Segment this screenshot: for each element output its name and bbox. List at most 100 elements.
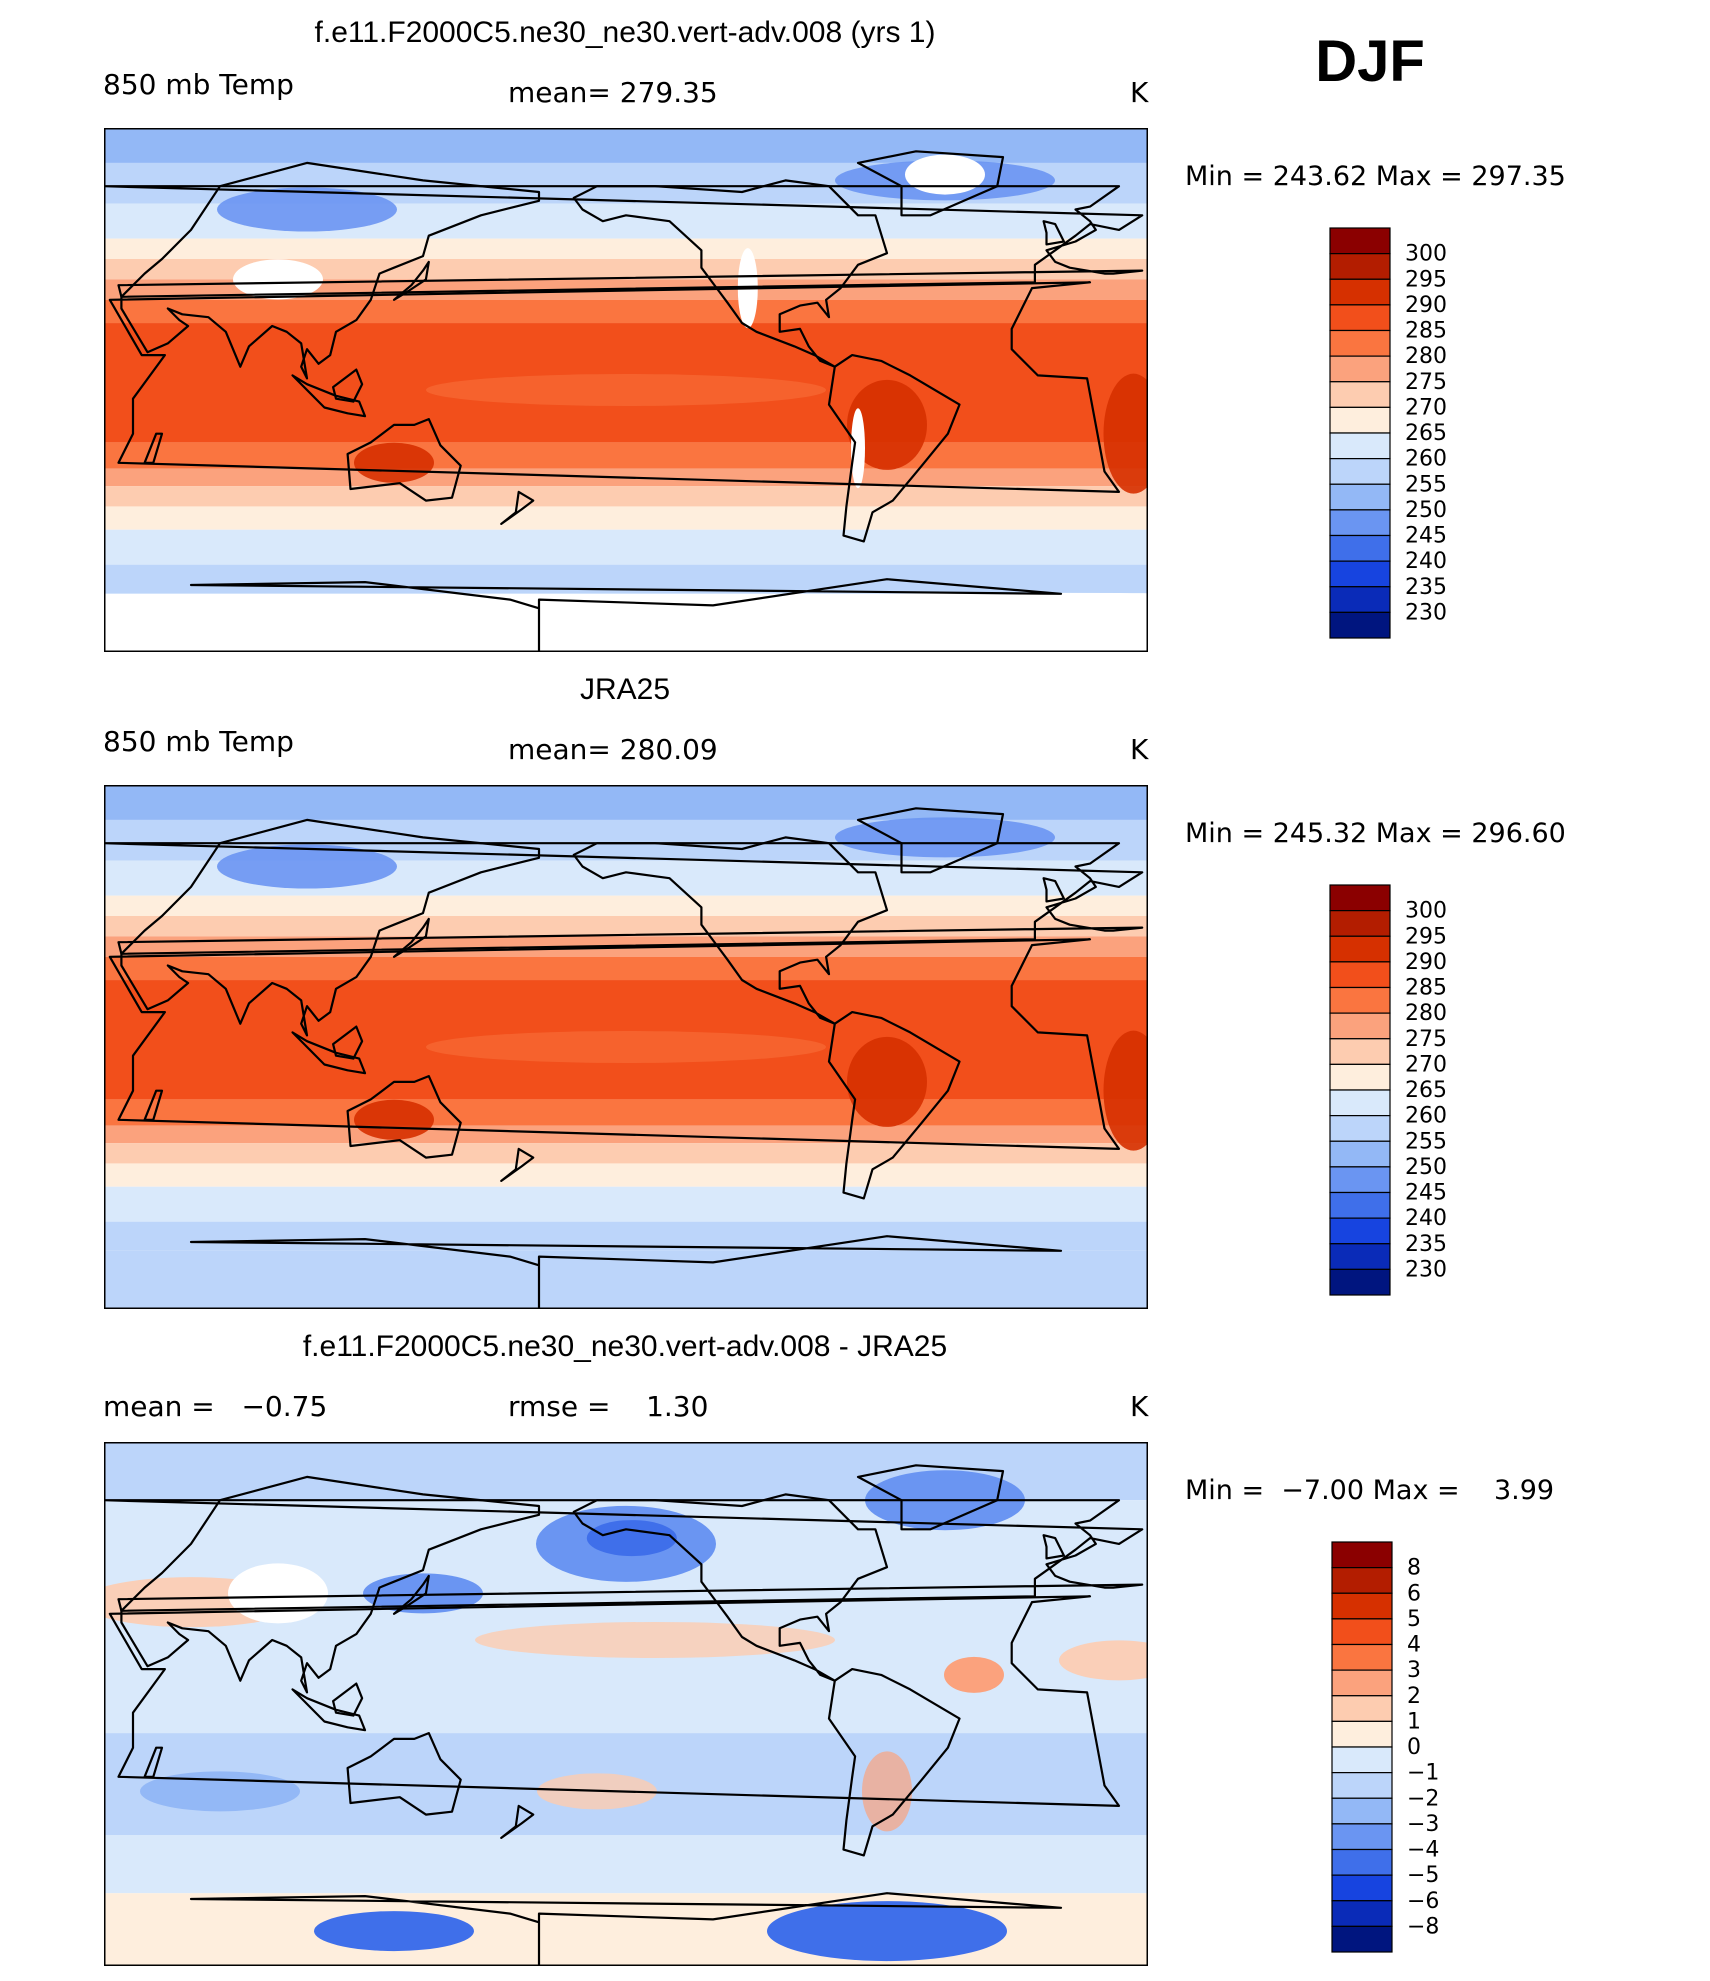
colorbar-swatch [1329, 961, 1391, 989]
colorbar-tick-label: 280 [1405, 1001, 1447, 1026]
colorbar-swatch [1329, 355, 1391, 383]
colorbar-swatch [1329, 1115, 1391, 1142]
colorbar-tick-label: 245 [1405, 1181, 1447, 1206]
colorbar-tick-label: 295 [1405, 924, 1447, 949]
colorbar-swatch [1329, 253, 1391, 280]
colorbar-swatch [1331, 1541, 1393, 1569]
colorbar-swatch [1329, 1217, 1391, 1245]
colorbar-swatch [1329, 1089, 1391, 1117]
colorbar-tick-label: 8 [1407, 1556, 1421, 1581]
colorbar-tick-label: −3 [1407, 1812, 1439, 1837]
colorbar-swatch [1331, 1567, 1393, 1594]
rmse-label-diff: rmse = 1.30 [508, 1390, 709, 1423]
colorbar-diff: 8 6 5 4 3 2 1 0 −1 −2 −3 −4 −5 −6 −8 [1331, 1541, 1472, 1954]
colorbar-tick-label: 265 [1405, 1078, 1447, 1103]
colorbar-swatch [1329, 304, 1391, 332]
panel-title-model: f.e11.F2000C5.ne30_ne30.vert-adv.008 (yr… [314, 16, 936, 49]
colorbar-tick-label: 285 [1405, 976, 1447, 1001]
colorbar-tick-label: 270 [1405, 1052, 1447, 1077]
colorbar-swatch [1331, 1900, 1393, 1927]
colorbar-swatch [1329, 560, 1391, 588]
colorbar-tick-label: 4 [1407, 1633, 1421, 1658]
colorbar-tick-label: 230 [1405, 1257, 1447, 1282]
colorbar-swatch [1329, 1012, 1391, 1040]
colorbar-swatch [1329, 432, 1391, 460]
colorbar-swatch [1331, 1643, 1393, 1671]
colorbar-tick-label: 230 [1405, 600, 1447, 625]
colorbar-tick-label: 260 [1405, 447, 1447, 472]
colorbar-swatch [1329, 1243, 1391, 1270]
colorbar-swatch [1329, 329, 1391, 357]
colorbar-swatch [1329, 406, 1391, 434]
colorbar-tick-label: 255 [1405, 1129, 1447, 1154]
colorbar-swatch [1331, 1746, 1393, 1774]
colorbar-swatch [1331, 1618, 1393, 1646]
colorbar-tick-label: 300 [1405, 242, 1447, 267]
colorbar-tick-label: 285 [1405, 319, 1447, 344]
colorbar-tick-label: 245 [1405, 524, 1447, 549]
panel-title-diff: f.e11.F2000C5.ne30_ne30.vert-adv.008 - J… [302, 1330, 948, 1363]
colorbar-swatch [1329, 884, 1391, 912]
colorbar-swatch [1329, 1038, 1391, 1065]
map-diff [104, 1442, 1148, 1966]
colorbar-swatch [1329, 1268, 1391, 1296]
colorbar-swatch [1329, 483, 1391, 511]
colorbar-tick-label: 240 [1405, 1206, 1447, 1231]
colorbar-tick-label: 270 [1405, 395, 1447, 420]
colorbar-swatch [1331, 1874, 1393, 1902]
mean-label-obs: mean= 280.09 [508, 733, 718, 766]
colorbar-tick-label: 255 [1405, 472, 1447, 497]
mean-label-diff: mean = −0.75 [103, 1390, 328, 1423]
colorbar-tick-label: 0 [1407, 1735, 1421, 1760]
season-label: DJF [1315, 29, 1425, 94]
colorbar-tick-label: −2 [1407, 1786, 1439, 1811]
minmax-obs: Min = 245.32 Max = 296.60 [1185, 818, 1566, 849]
variable-label-model: 850 mb Temp [103, 68, 294, 101]
colorbar-tick-label: 295 [1405, 267, 1447, 292]
units-label-obs: K [1130, 733, 1149, 766]
mean-label-model: mean= 279.35 [508, 76, 718, 109]
colorbar-swatch [1329, 509, 1391, 537]
colorbar-tick-label: 6 [1407, 1581, 1421, 1606]
colorbar-tick-label: −4 [1407, 1838, 1439, 1863]
colorbar-tick-label: 250 [1405, 1155, 1447, 1180]
colorbar-swatch [1329, 534, 1391, 562]
colorbar-swatch [1329, 1191, 1391, 1219]
minmax-model: Min = 243.62 Max = 297.35 [1185, 161, 1566, 192]
units-label-diff: K [1130, 1390, 1149, 1423]
colorbar-swatch [1331, 1695, 1393, 1722]
colorbar-swatch [1331, 1797, 1393, 1825]
map-model [104, 128, 1148, 652]
minmax-diff: Min = −7.00 Max = 3.99 [1185, 1475, 1555, 1506]
colorbar-swatch [1329, 381, 1391, 408]
map-obs [104, 785, 1148, 1309]
colorbar-tick-label: 5 [1407, 1607, 1421, 1632]
colorbar-model: 300 295 290 285 280 275 270 265 260 255 250 245 240 2… [1329, 227, 1470, 640]
colorbar-tick-label: 3 [1407, 1658, 1421, 1683]
colorbar-swatch [1329, 935, 1391, 963]
colorbar-tick-label: 1 [1407, 1709, 1421, 1734]
colorbar-tick-label: 275 [1405, 1027, 1447, 1052]
units-label-model: K [1130, 76, 1149, 109]
colorbar-tick-label: 290 [1405, 293, 1447, 318]
colorbar-swatch [1329, 910, 1391, 937]
colorbar-swatch [1329, 458, 1391, 485]
colorbar-tick-label: 250 [1405, 498, 1447, 523]
colorbar-swatch [1331, 1823, 1393, 1851]
colorbar-tick-label: −6 [1407, 1889, 1439, 1914]
colorbar-swatch [1331, 1720, 1393, 1748]
colorbar-tick-label: −8 [1407, 1914, 1439, 1939]
colorbar-tick-label: 2 [1407, 1684, 1421, 1709]
colorbar-tick-label: 275 [1405, 370, 1447, 395]
colorbar-swatch [1329, 1140, 1391, 1168]
colorbar-swatch [1331, 1772, 1393, 1799]
colorbar-swatch [1329, 611, 1391, 639]
colorbar-tick-label: 240 [1405, 549, 1447, 574]
colorbar-tick-label: −1 [1407, 1761, 1439, 1786]
colorbar-tick-label: 300 [1405, 899, 1447, 924]
colorbar-swatch [1329, 227, 1391, 255]
colorbar-tick-label: 280 [1405, 344, 1447, 369]
variable-label-obs: 850 mb Temp [103, 725, 294, 758]
colorbar-swatch [1329, 586, 1391, 613]
colorbar-swatch [1331, 1925, 1393, 1953]
